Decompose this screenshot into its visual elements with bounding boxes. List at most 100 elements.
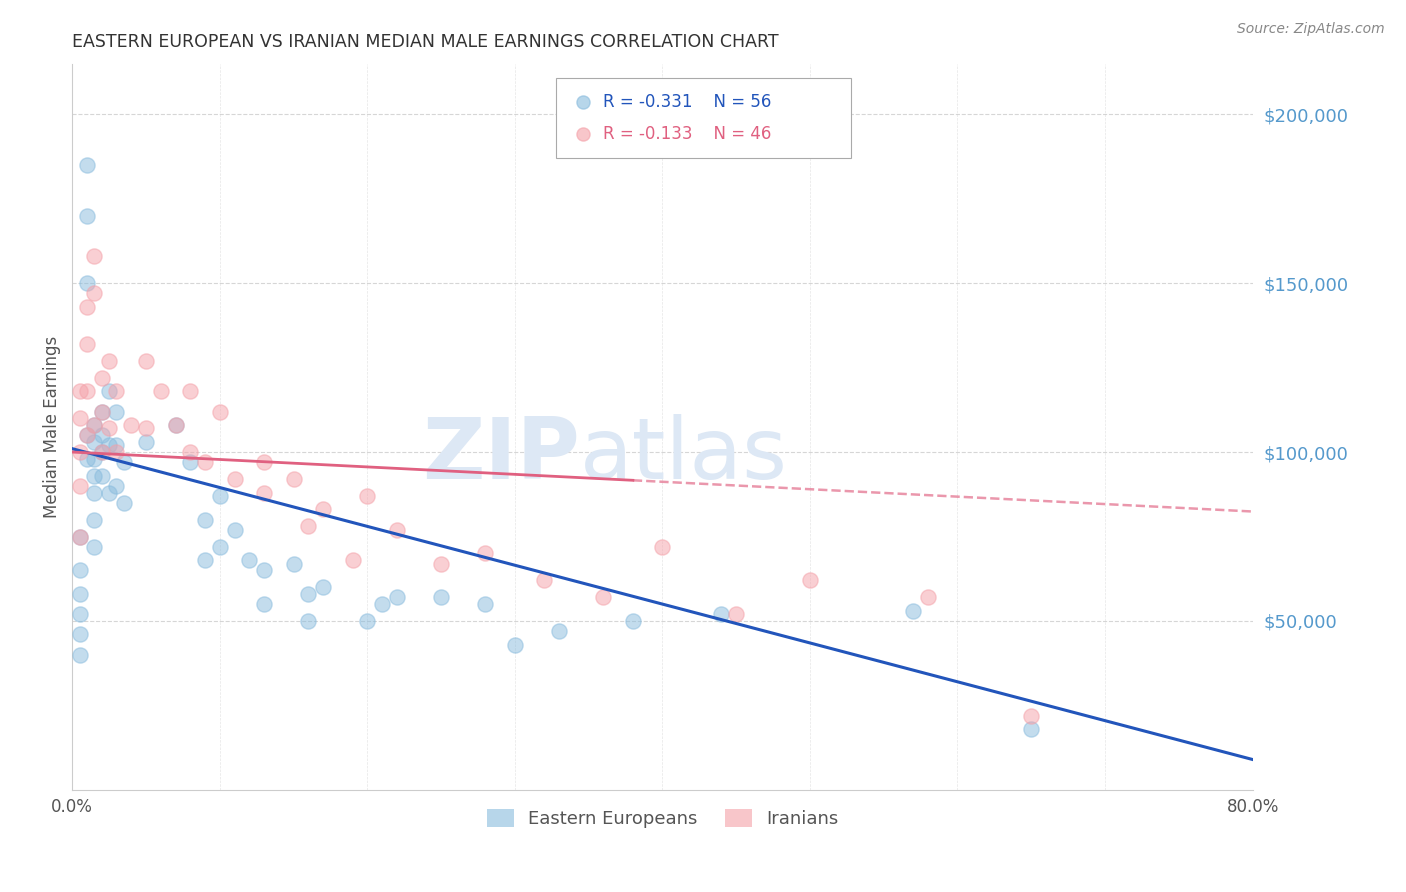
Point: [179, 455, 201, 469]
Point: [917, 591, 939, 605]
Point: [253, 455, 276, 469]
Point: [533, 574, 555, 588]
Point: [474, 546, 496, 560]
Point: [69, 648, 91, 662]
Point: [76, 428, 98, 442]
Point: [120, 417, 142, 432]
FancyBboxPatch shape: [557, 78, 851, 158]
Point: [76, 384, 98, 399]
Point: [179, 384, 201, 399]
Point: [179, 445, 201, 459]
Point: [385, 591, 408, 605]
Legend: Eastern Europeans, Iranians: Eastern Europeans, Iranians: [479, 802, 845, 836]
Point: [149, 384, 172, 399]
Point: [83, 485, 105, 500]
Point: [165, 417, 187, 432]
Point: [710, 607, 733, 622]
Point: [371, 597, 394, 611]
Text: R = -0.331    N = 56: R = -0.331 N = 56: [603, 93, 772, 111]
Point: [98, 354, 121, 368]
Point: [903, 604, 925, 618]
Point: [194, 455, 217, 469]
Point: [69, 627, 91, 641]
Point: [90, 404, 112, 418]
Text: atlas: atlas: [579, 414, 787, 497]
Point: [430, 591, 453, 605]
Point: [83, 286, 105, 301]
Point: [253, 597, 276, 611]
Point: [621, 614, 644, 628]
Point: [238, 553, 260, 567]
Point: [297, 519, 319, 533]
Text: Source: ZipAtlas.com: Source: ZipAtlas.com: [1237, 22, 1385, 37]
Point: [76, 276, 98, 290]
Point: [208, 404, 231, 418]
Point: [76, 337, 98, 351]
Point: [135, 354, 157, 368]
Point: [69, 411, 91, 425]
Point: [105, 384, 128, 399]
Point: [253, 485, 276, 500]
Point: [105, 479, 128, 493]
Point: [76, 428, 98, 442]
Point: [312, 502, 335, 516]
Point: [76, 209, 98, 223]
Point: [69, 479, 91, 493]
Point: [69, 529, 91, 543]
Text: EASTERN EUROPEAN VS IRANIAN MEDIAN MALE EARNINGS CORRELATION CHART: EASTERN EUROPEAN VS IRANIAN MEDIAN MALE …: [72, 33, 779, 51]
Point: [90, 404, 112, 418]
Point: [208, 489, 231, 503]
Point: [83, 417, 105, 432]
Point: [98, 438, 121, 452]
Point: [90, 445, 112, 459]
Point: [90, 428, 112, 442]
Point: [799, 574, 821, 588]
Point: [98, 384, 121, 399]
Point: [76, 300, 98, 314]
Point: [98, 421, 121, 435]
Point: [297, 614, 319, 628]
Point: [224, 472, 246, 486]
Point: [342, 553, 364, 567]
Point: [474, 597, 496, 611]
Point: [90, 370, 112, 384]
Point: [69, 587, 91, 601]
Point: [83, 468, 105, 483]
Point: [76, 158, 98, 172]
Point: [83, 513, 105, 527]
Point: [283, 557, 305, 571]
Point: [592, 591, 614, 605]
Point: [651, 540, 673, 554]
Point: [165, 417, 187, 432]
Point: [356, 489, 378, 503]
Point: [312, 580, 335, 594]
Point: [430, 557, 453, 571]
Y-axis label: Median Male Earnings: Median Male Earnings: [44, 335, 60, 518]
Point: [208, 540, 231, 554]
Point: [385, 523, 408, 537]
Point: [83, 249, 105, 263]
Text: R = -0.133    N = 46: R = -0.133 N = 46: [603, 125, 772, 143]
Point: [1019, 708, 1042, 723]
Point: [98, 485, 121, 500]
Point: [253, 563, 276, 577]
Point: [548, 624, 571, 639]
Point: [283, 472, 305, 486]
Point: [90, 468, 112, 483]
Point: [76, 451, 98, 466]
Point: [69, 384, 91, 399]
Point: [224, 523, 246, 537]
Point: [69, 445, 91, 459]
Point: [194, 553, 217, 567]
Point: [112, 496, 135, 510]
Point: [135, 421, 157, 435]
Point: [83, 417, 105, 432]
Point: [112, 455, 135, 469]
Point: [83, 451, 105, 466]
Point: [503, 638, 526, 652]
Point: [69, 607, 91, 622]
Point: [725, 607, 748, 622]
Point: [69, 563, 91, 577]
Point: [700, 783, 723, 797]
Point: [90, 445, 112, 459]
